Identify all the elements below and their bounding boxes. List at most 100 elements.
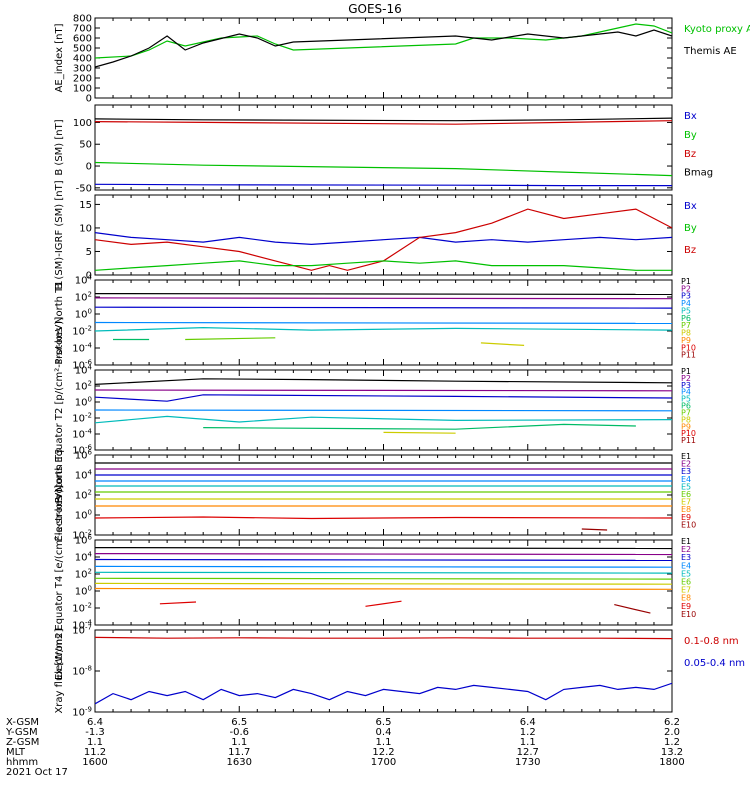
y-tick-label: 100 <box>75 396 92 409</box>
legend-entry: E5 <box>681 569 691 578</box>
series-group <box>95 117 672 187</box>
series-line-bz <box>95 120 672 125</box>
legend-entry: E5 <box>681 482 691 491</box>
series-line-p3 <box>95 394 672 402</box>
series-line-e9-segment <box>365 600 402 607</box>
panel-frame <box>94 194 673 276</box>
legend-entry: Themis AE <box>683 46 737 57</box>
y-tick-label: 10-2 <box>72 325 92 338</box>
legend: Kyoto proxy AE Themis AE <box>683 24 750 57</box>
legend-entry: E4 <box>681 475 691 484</box>
legend-entry: Bx <box>684 111 697 122</box>
y-tick-label: 0 <box>86 271 92 282</box>
y-axis-label: AE_index [nT] <box>54 23 65 92</box>
series-line-p4 <box>95 409 672 412</box>
footer-group: X-GSMY-GSMZ-GSMMLThhmm6.4-1.31.111.21600… <box>5 717 685 778</box>
legend-entry: E6 <box>681 490 691 499</box>
series-line-e5 <box>95 571 672 574</box>
footer-value: 0.4 <box>376 727 392 738</box>
y-tick-label: 800 <box>73 14 92 25</box>
legend-entry: P10 <box>681 343 696 352</box>
series-line-e4 <box>95 565 672 568</box>
series-line-e7 <box>95 582 672 585</box>
y-tick-label: 104 <box>75 551 93 564</box>
footer-row-label: Y-GSM <box>5 727 38 738</box>
series-line-p2 <box>95 297 672 300</box>
footer-row-label: MLT <box>6 747 26 758</box>
legend-entry: P4 <box>681 299 691 308</box>
footer-value: 1.2 <box>664 737 680 748</box>
y-tick-label: 100 <box>75 585 92 598</box>
legend-entry: P9 <box>681 336 691 345</box>
legend-entry: P11 <box>681 351 696 360</box>
footer-value: 1700 <box>371 757 396 768</box>
y-tick-label: 104 <box>75 364 93 377</box>
legend-entry: E7 <box>681 586 691 595</box>
series-line-e1 <box>95 546 672 550</box>
y-tick-label: 100 <box>73 84 92 95</box>
legend-entry: By <box>684 223 697 234</box>
series-line-0.05-0.4-nm <box>95 682 672 705</box>
series-group <box>95 378 672 434</box>
legend: Bx By Bz <box>684 201 697 256</box>
series-line-e9 <box>95 516 672 520</box>
y-tick-label: 106 <box>75 534 93 547</box>
y-axis-label: Electrons North T3 <box>54 448 65 541</box>
legend-entry: P6 <box>681 314 691 323</box>
legend-entry: E6 <box>681 578 691 587</box>
legend-entry: P2 <box>681 284 691 293</box>
legend-entry: Bz <box>684 149 696 160</box>
plot-title: GOES-16 <box>348 2 402 16</box>
series-line-p5 <box>95 326 672 332</box>
footer-value: 6.4 <box>87 717 103 728</box>
panel-frame <box>94 539 673 626</box>
y-tick-label: -50 <box>76 183 92 194</box>
series-group <box>95 462 672 531</box>
y-tick-label: 100 <box>73 118 92 129</box>
series-line-e6 <box>95 577 672 580</box>
legend-entry: E2 <box>681 545 691 554</box>
legend-entry: 0.1-0.8 nm <box>684 636 739 647</box>
legend-entry: P5 <box>681 395 691 404</box>
legend-entry: P6 <box>681 402 691 411</box>
footer-value: -1.3 <box>85 727 105 738</box>
series-group <box>95 636 672 705</box>
series-line-bmag <box>95 117 672 122</box>
series-line-e10 <box>581 528 608 531</box>
y-tick-label: 400 <box>73 54 92 65</box>
y-tick-label: 102 <box>75 568 92 581</box>
legend-entry: Kyoto proxy AE <box>684 24 750 35</box>
series-line-bz <box>95 208 672 271</box>
series-line-p1 <box>95 378 672 385</box>
footer-value: 1730 <box>515 757 540 768</box>
y-tick-label: 102 <box>75 489 92 502</box>
series-line-by <box>95 161 672 177</box>
legend-entry: E9 <box>681 602 691 611</box>
footer-value: 1.1 <box>231 737 247 748</box>
footer-value: -0.6 <box>229 727 249 738</box>
series-line-kyoto-proxy-ae <box>95 23 672 59</box>
series-line-e3 <box>95 558 672 562</box>
legend-entry: P3 <box>681 381 691 390</box>
series-line-bx <box>95 232 672 246</box>
series-line-p1 <box>95 293 672 295</box>
legend: Bx By Bz Bmag <box>684 111 713 179</box>
panel-frame <box>94 104 673 191</box>
y-tick-label: 10-2 <box>72 412 92 425</box>
y-tick-label: 200 <box>73 74 92 85</box>
y-tick-label: 102 <box>75 291 92 304</box>
y-tick-label: 102 <box>75 380 92 393</box>
footer-row-label: Z-GSM <box>6 737 39 748</box>
series-line-themis-ae <box>95 29 672 68</box>
footer-value: 6.2 <box>664 717 680 728</box>
y-tick-label: 0 <box>86 94 92 105</box>
y-tick-label: 500 <box>73 44 92 55</box>
series-group <box>95 208 672 271</box>
y-tick-label: 300 <box>73 64 92 75</box>
legend-entry: P8 <box>681 415 691 424</box>
